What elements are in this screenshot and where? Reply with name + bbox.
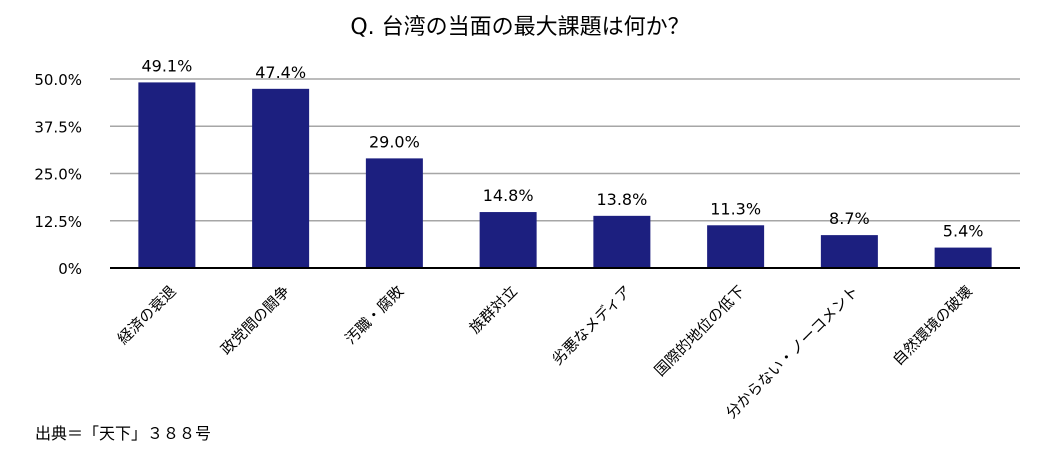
- x-tick-label: 分からない・ノーコメント: [722, 282, 862, 422]
- bar: [707, 225, 765, 268]
- y-tick-label: 0%: [58, 260, 82, 278]
- y-axis-ticks: 0% 12.5% 25.0% 37.5% 50.0%: [34, 71, 82, 278]
- bar: [593, 215, 651, 268]
- bar-value-label: 47.4%: [255, 63, 306, 82]
- x-tick-label: 自然環境の破壊: [889, 282, 976, 369]
- bar: [479, 212, 537, 268]
- x-tick-label: 国際的地位の低下: [651, 282, 749, 380]
- y-tick-label: 12.5%: [34, 213, 82, 231]
- y-tick-label: 50.0%: [34, 71, 82, 89]
- x-tick-label: 族群対立: [466, 282, 521, 337]
- bar-value-label: 5.4%: [943, 222, 984, 241]
- bar-value-label: 11.3%: [710, 199, 761, 218]
- chart-title: Q. 台湾の当面の最大課題は何か？: [350, 15, 689, 40]
- x-tick-label: 汚職・腐敗: [341, 282, 407, 348]
- bar: [138, 82, 196, 268]
- y-tick-label: 25.0%: [34, 166, 82, 184]
- bar: [365, 158, 423, 268]
- bar: [252, 88, 310, 268]
- x-tick-label: 劣悪なメディア: [548, 282, 634, 368]
- bar-value-label: 13.8%: [596, 190, 647, 209]
- bar-value-label: 14.8%: [483, 186, 534, 205]
- bar-value-label: 8.7%: [829, 209, 870, 228]
- value-labels: 49.1% 47.4% 29.0% 14.8% 13.8% 11.3% 8.7% 5.4%: [141, 56, 983, 240]
- bar-value-label: 29.0%: [369, 132, 420, 151]
- bars: [138, 82, 992, 268]
- bar-value-label: 49.1%: [141, 56, 192, 75]
- x-axis-labels: 経済の衰退 政党間の闘争 汚職・腐敗 族群対立 劣悪なメディア 国際的地位の低下分からない…: [114, 282, 976, 422]
- bar: [820, 235, 878, 268]
- bar: [934, 247, 992, 268]
- source-note: 出典＝「天下」３８８号: [35, 424, 212, 443]
- y-tick-label: 37.5%: [34, 118, 82, 136]
- grid-lines: [110, 78, 1020, 222]
- x-tick-label: 政党間の闘争: [217, 282, 293, 358]
- x-tick-label: 経済の衰退: [114, 282, 180, 348]
